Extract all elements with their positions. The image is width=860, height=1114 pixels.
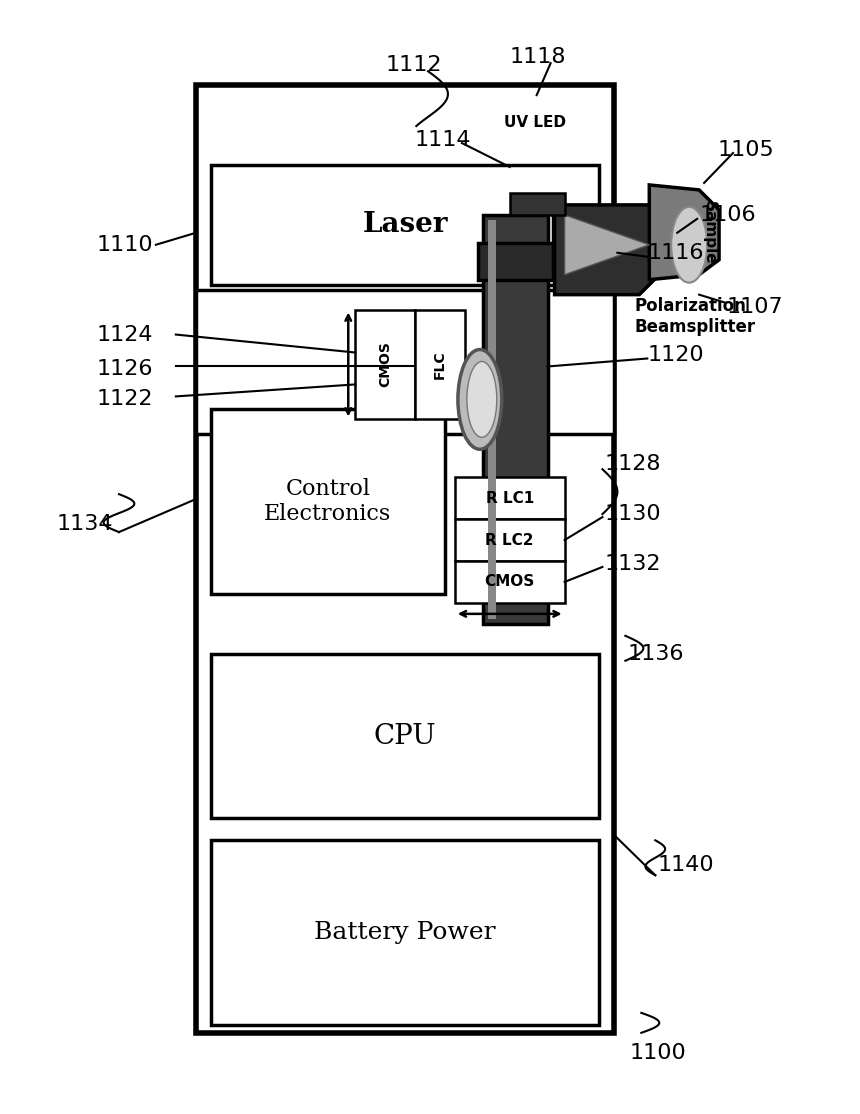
- Bar: [510, 193, 564, 215]
- Text: 1128: 1128: [605, 455, 661, 475]
- Text: Polarization
Beamsplitter: Polarization Beamsplitter: [635, 297, 755, 336]
- Text: 1114: 1114: [415, 130, 471, 150]
- Text: 1120: 1120: [648, 344, 704, 364]
- Text: 1118: 1118: [510, 47, 566, 67]
- Bar: [455, 477, 564, 519]
- Ellipse shape: [467, 361, 497, 438]
- Bar: [455, 519, 564, 561]
- Text: CPU: CPU: [374, 723, 436, 750]
- Text: 1132: 1132: [605, 554, 661, 574]
- Bar: [196, 290, 614, 434]
- Bar: [455, 561, 564, 603]
- Text: FLC: FLC: [433, 350, 447, 379]
- Polygon shape: [564, 215, 649, 275]
- Text: 1110: 1110: [96, 235, 153, 255]
- Bar: [211, 840, 599, 1025]
- Text: 1106: 1106: [699, 205, 756, 225]
- Ellipse shape: [671, 207, 707, 283]
- Text: CMOS: CMOS: [378, 342, 392, 388]
- Text: 1130: 1130: [605, 505, 661, 524]
- Text: 1126: 1126: [96, 360, 152, 380]
- Bar: [196, 85, 614, 1033]
- Text: R LC1: R LC1: [486, 490, 534, 506]
- Text: 1112: 1112: [385, 56, 442, 76]
- Text: CMOS: CMOS: [485, 575, 535, 589]
- Text: Battery Power: Battery Power: [314, 921, 496, 944]
- Text: 1124: 1124: [96, 324, 152, 344]
- Text: 1105: 1105: [717, 140, 774, 160]
- Text: 1107: 1107: [727, 296, 783, 316]
- Bar: [211, 165, 599, 285]
- Text: UV LED: UV LED: [504, 115, 566, 130]
- Text: 1136: 1136: [627, 644, 684, 664]
- Bar: [478, 243, 553, 280]
- Text: R LC2: R LC2: [486, 532, 534, 548]
- Text: 1122: 1122: [96, 390, 152, 409]
- Text: 1134: 1134: [56, 514, 113, 534]
- Bar: [488, 219, 495, 619]
- Text: Laser: Laser: [362, 212, 448, 238]
- Bar: [355, 310, 415, 419]
- Bar: [211, 654, 599, 819]
- Bar: [211, 409, 445, 594]
- Text: 1140: 1140: [657, 856, 714, 876]
- Text: 1116: 1116: [648, 243, 703, 263]
- Polygon shape: [649, 185, 719, 280]
- Bar: [415, 310, 465, 419]
- Bar: [482, 215, 548, 624]
- Text: 1100: 1100: [630, 1043, 686, 1063]
- Text: Sample: Sample: [702, 201, 716, 265]
- Text: Control
Electronics: Control Electronics: [264, 478, 391, 526]
- Polygon shape: [555, 205, 660, 295]
- Ellipse shape: [458, 350, 501, 449]
- Bar: [553, 207, 594, 243]
